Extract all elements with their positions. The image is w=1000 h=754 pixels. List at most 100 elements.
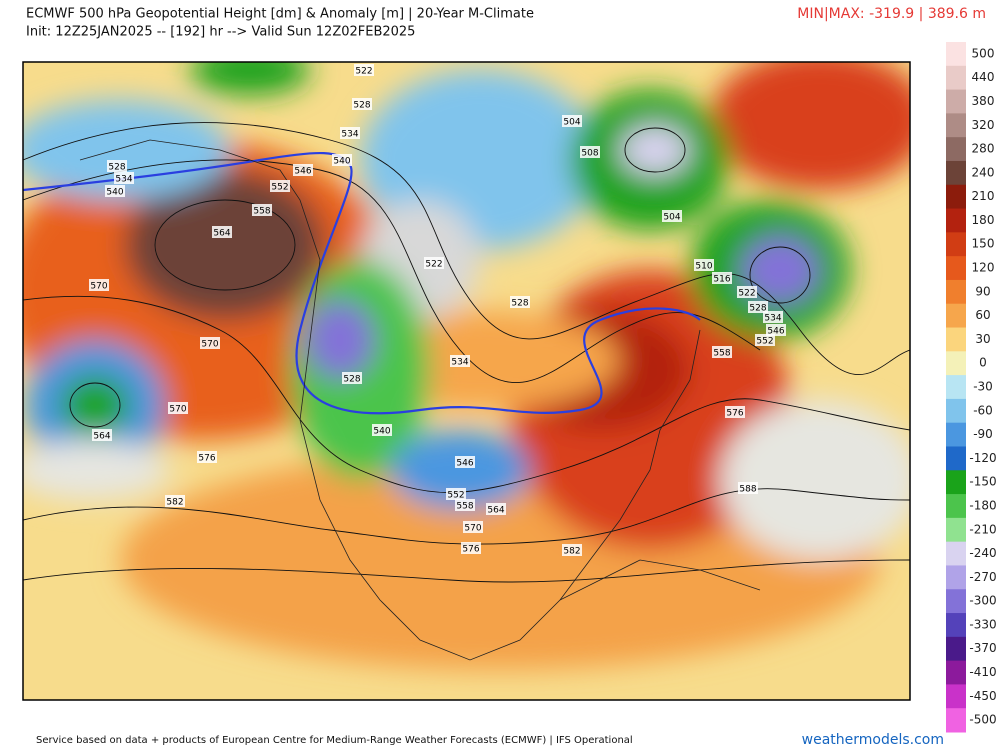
map — [23, 62, 910, 700]
contour-labels: 5225285345285345405405465525585645705705… — [89, 64, 786, 557]
colorbar-label: 380 — [972, 94, 995, 108]
colorbar-swatch — [946, 65, 966, 91]
contour-label-bg — [342, 372, 362, 384]
subtitle: Init: 12Z25JAN2025 -- [192] hr --> Valid… — [26, 25, 415, 40]
contour-label: 558 — [253, 207, 270, 217]
colorbar-swatch — [946, 470, 966, 495]
contour-label-bg — [562, 544, 582, 556]
540-contour — [23, 152, 701, 415]
contour-label-bg — [755, 334, 775, 346]
colorbar-label: -410 — [969, 665, 996, 679]
contour-label: 582 — [563, 547, 580, 557]
contour-label: 510 — [695, 262, 712, 272]
colorbar-swatch — [946, 351, 966, 376]
contour-label: 552 — [447, 491, 464, 501]
colorbar-label: -60 — [973, 403, 993, 417]
colorbar-swatch — [946, 446, 966, 471]
colorbar-label: 440 — [972, 70, 995, 84]
colorbar-swatch — [946, 660, 966, 685]
colorbar-swatch — [946, 517, 966, 543]
colorbar-label: -150 — [969, 475, 996, 489]
contour-label-bg — [712, 272, 732, 284]
colorbar-swatch — [946, 613, 966, 638]
contour-label: 576 — [198, 454, 215, 464]
contour-label: 528 — [353, 101, 370, 111]
contour-label: 570 — [90, 282, 107, 292]
contour-label-bg — [446, 488, 466, 500]
colorbar-swatch — [946, 494, 966, 519]
site: weathermodels.com — [802, 732, 944, 748]
min-max: MIN|MAX: -319.9 | 389.6 m — [797, 6, 986, 22]
contour-label: 564 — [93, 432, 110, 442]
colorbar-swatch — [946, 398, 966, 424]
contour-label: 528 — [343, 375, 360, 385]
colorbar-swatch — [946, 184, 966, 210]
contour-label-bg — [197, 451, 217, 463]
contour-label-bg — [352, 98, 372, 110]
colorbar-swatch — [946, 589, 966, 614]
colorbar-label: 280 — [972, 142, 995, 156]
contour-label: 546 — [294, 167, 311, 177]
contour-label-bg — [200, 337, 220, 349]
contour-label-bg — [461, 542, 481, 554]
colorbar-label: -90 — [973, 427, 993, 441]
colorbar-swatch — [946, 279, 966, 305]
contour-label-bg — [463, 521, 483, 533]
colorbar-label: -240 — [969, 546, 996, 560]
colorbar-swatch — [946, 375, 966, 400]
colorbar-label: 120 — [972, 261, 995, 275]
map-frame — [22, 61, 911, 701]
colorbar-swatch — [946, 113, 966, 138]
contour-label: 552 — [756, 337, 773, 347]
colorbar-label: -270 — [969, 570, 996, 584]
colorbar-swatch — [946, 565, 966, 590]
colorbar-swatch — [946, 303, 966, 329]
contour-label-bg — [580, 146, 600, 158]
contour-label: 540 — [106, 188, 123, 198]
colorbar-label: 60 — [975, 308, 990, 322]
contour-label-bg — [737, 286, 757, 298]
contour-label: 582 — [166, 498, 183, 508]
contour-label: 558 — [456, 502, 473, 512]
contour-label: 534 — [451, 358, 468, 368]
contour-label-bg — [450, 355, 470, 367]
contour-label-bg — [340, 127, 360, 139]
contour-label-bg — [562, 115, 582, 127]
contour-label: 534 — [764, 314, 781, 324]
colorbar-swatch — [946, 541, 966, 566]
contour-label-bg — [92, 429, 112, 441]
contour-label: 528 — [749, 304, 766, 314]
colorbar-swatch — [946, 708, 966, 733]
contour-label: 508 — [581, 149, 598, 159]
colorbar-label: -300 — [969, 594, 996, 608]
colorbar-label: -120 — [969, 451, 996, 465]
colorbar-swatch — [946, 42, 966, 67]
contour-label-bg — [694, 259, 714, 271]
colorbar-label: 210 — [972, 189, 995, 203]
contour-label: 504 — [563, 118, 580, 128]
colorbar-swatch — [946, 160, 966, 186]
contour-label-bg — [763, 311, 783, 323]
contour-label: 516 — [713, 275, 730, 285]
contour-label: 522 — [425, 260, 442, 270]
contour-label-bg — [486, 503, 506, 515]
contour-label-bg — [712, 346, 732, 358]
contour-label: 558 — [713, 349, 730, 359]
contour-label-bg — [293, 164, 313, 176]
contour-label: 522 — [738, 289, 755, 299]
colorbar-swatch — [946, 137, 966, 162]
contour-label-bg — [766, 324, 786, 336]
contour-label-bg — [748, 301, 768, 313]
contour-label: 534 — [115, 175, 132, 185]
colorbar-swatch — [946, 208, 966, 233]
contour-label-bg — [354, 64, 374, 76]
colorbar-label: -210 — [969, 522, 996, 536]
contour-label-bg — [168, 402, 188, 414]
colorbar-label: 30 — [975, 332, 990, 346]
contour-label: 576 — [462, 545, 479, 555]
colorbar-label: 150 — [972, 237, 995, 251]
contour-label: 534 — [341, 130, 358, 140]
colorbar: 500 440 380 320 280 240 210 180 150 120 90 60 30 0 -30… — [946, 42, 997, 733]
